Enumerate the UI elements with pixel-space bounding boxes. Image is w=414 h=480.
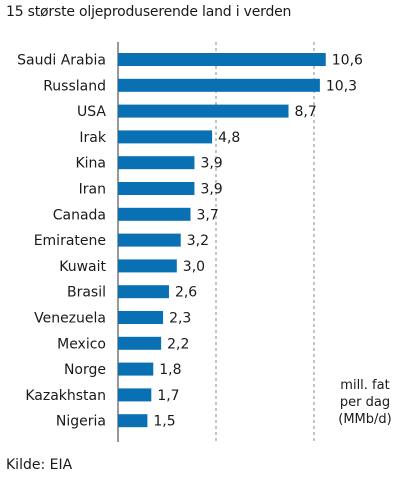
category-label-1: Russland — [43, 78, 106, 94]
unit-note-line-1: mill. fat — [340, 378, 390, 393]
category-label-11: Mexico — [57, 336, 106, 352]
bar-10 — [118, 311, 164, 324]
value-label-6: 3,7 — [197, 207, 219, 223]
bar-0 — [118, 53, 326, 66]
value-label-5: 3,9 — [200, 182, 222, 198]
category-label-12: Norge — [64, 362, 106, 378]
category-label-2: USA — [77, 104, 106, 120]
bar-5 — [118, 182, 195, 195]
value-label-0: 10,6 — [332, 53, 363, 69]
category-label-9: Brasil — [67, 285, 106, 301]
chart-title: 15 største oljeproduserende land i verde… — [6, 4, 292, 20]
bar-7 — [118, 233, 181, 247]
value-label-3: 4,8 — [218, 130, 240, 146]
bar-2 — [118, 104, 289, 118]
bar-4 — [118, 156, 195, 170]
unit-note: mill. fat per dag (MMb/d) — [330, 377, 400, 428]
bar-11 — [118, 336, 162, 350]
bar-3 — [118, 130, 213, 144]
value-label-1: 10,3 — [326, 78, 357, 94]
unit-note-line-2: per dag — [339, 395, 391, 410]
category-label-4: Kina — [75, 156, 106, 172]
value-label-14: 1,5 — [153, 414, 175, 430]
bar-12 — [118, 362, 154, 376]
category-label-5: Iran — [79, 182, 106, 198]
value-label-7: 3,2 — [187, 233, 209, 249]
category-label-14: Nigeria — [56, 414, 106, 430]
value-label-13: 1,7 — [157, 388, 179, 404]
value-label-8: 3,0 — [183, 259, 205, 275]
unit-note-line-3: (MMb/d) — [338, 412, 392, 427]
category-label-0: Saudi Arabia — [17, 53, 106, 69]
bar-1 — [118, 78, 320, 92]
value-label-11: 2,2 — [167, 336, 189, 352]
value-label-9: 2,6 — [175, 285, 197, 301]
bar-9 — [118, 285, 169, 299]
category-label-7: Emiratene — [34, 233, 106, 249]
value-label-2: 8,7 — [295, 104, 317, 120]
category-label-10: Venezuela — [34, 311, 106, 327]
category-label-6: Canada — [53, 207, 106, 223]
value-label-4: 3,9 — [200, 156, 222, 172]
bar-14 — [118, 414, 148, 428]
bar-8 — [118, 259, 177, 273]
category-label-8: Kuwait — [59, 259, 106, 275]
bar-13 — [118, 388, 152, 402]
category-label-13: Kazakhstan — [25, 388, 106, 404]
bar-6 — [118, 207, 191, 221]
value-label-10: 2,3 — [169, 311, 191, 327]
category-label-3: Irak — [79, 130, 106, 146]
value-label-12: 1,8 — [159, 362, 181, 378]
source-note: Kilde: EIA — [6, 457, 73, 473]
